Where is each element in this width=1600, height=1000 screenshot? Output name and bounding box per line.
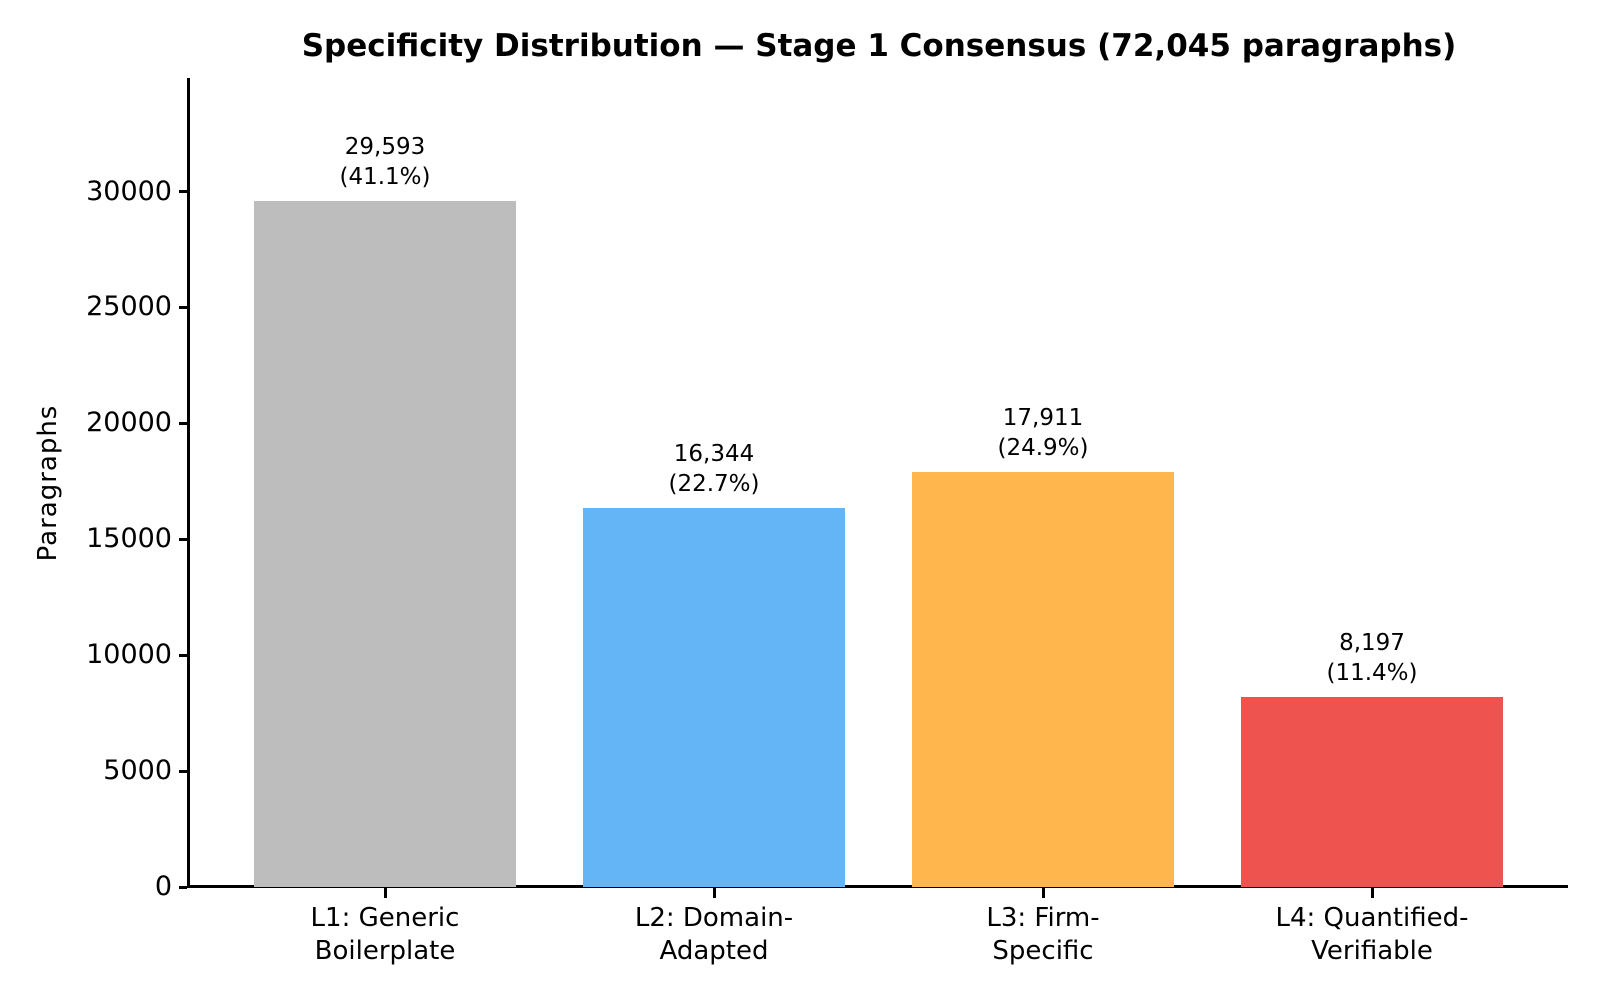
bar-value-label-l1-generic-boilerplate: 29,593 (41.1%) (339, 134, 431, 191)
y-tick-label-0: 0 (154, 871, 172, 902)
bar-l2-domain-adapted (583, 508, 845, 887)
x-tick-label-l1-generic-boilerplate: L1: Generic Boilerplate (310, 903, 460, 966)
y-tick-label-15000: 15000 (86, 523, 172, 555)
x-tick-label-l4-quantified-verifiable: L4: Quantified- Verifiable (1275, 903, 1469, 966)
y-tick-label-30000: 30000 (86, 175, 172, 207)
y-tick-label-5000: 5000 (103, 755, 172, 787)
y-tick-label-10000: 10000 (86, 639, 172, 671)
y-tick-label-25000: 25000 (86, 291, 172, 323)
bar-l4-quantified-verifiable (1241, 696, 1503, 887)
y-tick-label-20000: 20000 (86, 407, 172, 439)
bar-l1-generic-boilerplate (254, 201, 516, 887)
x-axis-line (187, 885, 1568, 888)
y-tick-mark-20000 (179, 421, 187, 425)
y-tick-mark-0 (179, 885, 187, 889)
y-tick-mark-15000 (179, 537, 187, 541)
y-tick-mark-10000 (179, 653, 187, 657)
y-tick-mark-30000 (179, 190, 187, 194)
x-tick-mark-l1-generic-boilerplate (383, 888, 387, 898)
x-tick-label-l2-domain-adapted: L2: Domain- Adapted (634, 903, 794, 966)
chart-title: Specificity Distribution — Stage 1 Conse… (301, 28, 1457, 64)
bar-value-label-l2-domain-adapted: 16,344 (22.7%) (668, 441, 760, 498)
y-axis-line (187, 78, 190, 888)
x-tick-mark-l4-quantified-verifiable (1370, 888, 1374, 898)
y-tick-mark-5000 (179, 769, 187, 773)
bar-l3-firm-specific (912, 471, 1174, 887)
bar-value-label-l4-quantified-verifiable: 8,197 (11.4%) (1326, 629, 1418, 686)
y-tick-mark-25000 (179, 305, 187, 309)
x-tick-label-l3-firm-specific: L3: Firm- Specific (986, 903, 1100, 966)
bar-value-label-l3-firm-specific: 17,911 (24.9%) (997, 404, 1089, 461)
x-tick-mark-l2-domain-adapted (712, 888, 716, 898)
x-tick-mark-l3-firm-specific (1041, 888, 1045, 898)
